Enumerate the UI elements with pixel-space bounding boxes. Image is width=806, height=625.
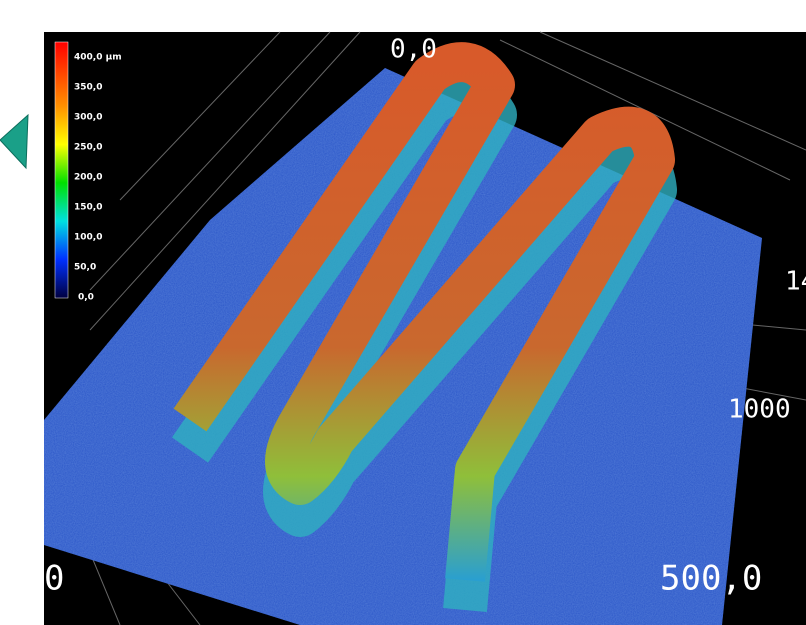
axis-label: 14 [785,267,806,297]
axis-label: 0 [44,559,64,599]
colorbar [55,42,68,298]
colorbar-label: 300,0 [74,113,102,123]
axis-label: 1000 [728,395,791,425]
decor-triangle [0,115,28,168]
colorbar-label: 50,0 [74,263,96,273]
colorbar-label: 350,0 [74,83,102,93]
colorbar-label: 200,0 [74,173,102,183]
colorbar-label: 400,0 µm [74,53,122,63]
axis-label: 0,0 [390,35,437,65]
colorbar-label: 100,0 [74,233,102,243]
colorbar-label: 250,0 [74,143,102,153]
axis-label: 500,0 [660,559,762,599]
colorbar-label: 150,0 [74,203,102,213]
colorbar-label: 0,0 [78,293,94,303]
screenshot: 400,0 µm 350,0 300,0 250,0 200,0 150,0 1… [0,0,806,625]
